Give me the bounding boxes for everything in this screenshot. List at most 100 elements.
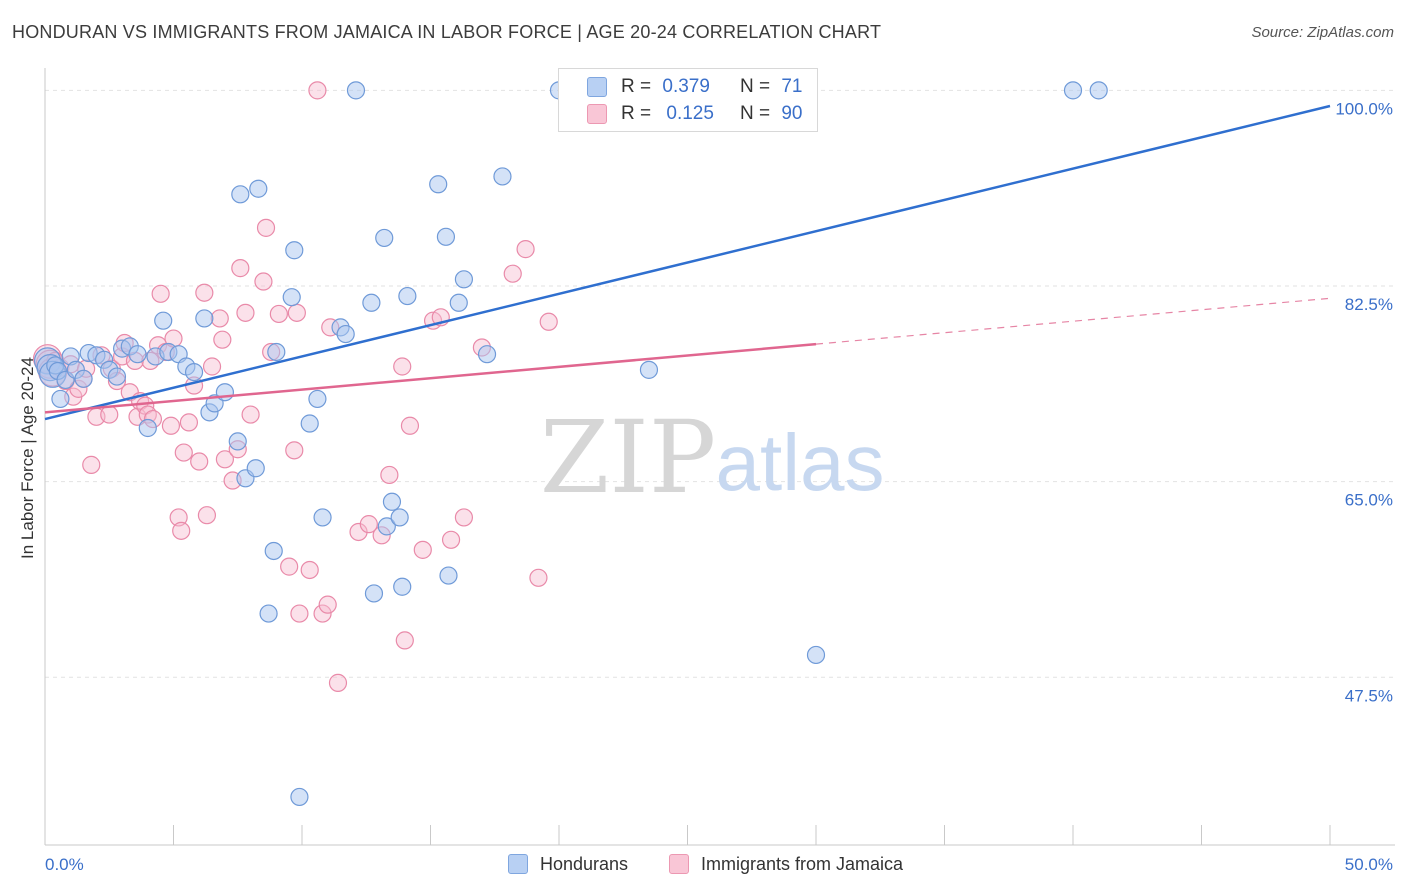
point-jamaica [400,416,420,435]
point-jamaica [359,515,378,534]
trend-line-jamaica [44,342,817,414]
point-jamaica [195,283,214,302]
legend-swatch-jamaica [669,854,689,874]
point-honduran [195,309,214,328]
point-jamaica [516,240,535,259]
point-jamaica [318,595,337,614]
point-honduran [128,345,147,364]
point-honduran [393,577,412,596]
point-jamaica [202,357,222,376]
point-jamaica [300,560,319,580]
r-value: 0.125 [666,103,714,124]
r-label: R = [621,76,652,97]
source-credit: Source: ZipAtlas.com [1251,24,1394,41]
x-tick-label: 0.0% [45,855,84,874]
trend-line-hondurans [44,104,1331,421]
point-honduran [493,167,512,186]
point-jamaica [254,272,273,291]
point-honduran [390,508,409,527]
point-jamaica [539,312,558,331]
point-jamaica [380,465,399,485]
point-jamaica [82,455,101,474]
point-jamaica [100,405,119,424]
point-honduran [228,432,247,451]
point-honduran [205,394,224,413]
point-honduran [246,459,265,478]
point-jamaica [290,604,309,623]
point-honduran [375,228,394,248]
r-label: R = [621,103,652,124]
point-honduran [264,541,283,561]
point-jamaica [395,631,414,650]
point-jamaica [413,540,432,559]
point-jamaica [256,218,276,237]
point-jamaica [441,530,461,549]
point-jamaica [454,508,474,527]
point-honduran [346,81,366,100]
point-honduran [336,324,355,344]
point-honduran [429,175,448,194]
legend-swatch-pink [587,104,607,124]
point-honduran [364,584,384,603]
stats-legend-row-jamaica: R = 0.125 N = 90 [587,101,802,127]
point-honduran [382,492,402,511]
point-jamaica [280,557,299,576]
point-jamaica [328,673,348,692]
point-jamaica [313,604,332,623]
point-honduran [362,293,381,312]
n-value: 90 [781,103,803,124]
point-honduran [1089,81,1108,100]
r-value: 0.379 [662,76,710,97]
point-jamaica [161,416,181,435]
watermark: ZIP atlas [540,399,885,516]
point-honduran [436,227,456,246]
point-honduran [259,604,278,623]
point-honduran [249,179,268,198]
point-honduran [313,508,332,527]
point-jamaica [529,568,548,587]
point-honduran [454,270,474,289]
point-jamaica [151,284,170,303]
point-honduran [806,645,826,665]
watermark-zip: ZIP [540,399,716,516]
legend-item-jamaica[interactable]: Immigrants from Jamaica [669,852,903,876]
point-jamaica [213,330,232,349]
chart-title: HONDURAN VS IMMIGRANTS FROM JAMAICA IN L… [12,22,882,42]
y-tick-label: 65.0% [1345,491,1393,510]
trend-line-jamaica-extension [815,297,1331,345]
watermark-atlas: atlas [716,418,885,507]
point-honduran [267,342,286,362]
point-jamaica [287,303,306,322]
point-honduran [1063,81,1083,100]
point-jamaica [285,441,304,460]
n-label: N = [739,103,771,124]
legend-swatch-hondurans [508,854,528,874]
n-label: N = [739,76,771,97]
point-honduran [449,293,468,312]
point-honduran [154,311,173,330]
point-jamaica [503,264,522,283]
point-honduran [138,418,157,438]
point-honduran [107,367,127,386]
point-jamaica [169,508,188,527]
point-honduran [477,345,497,364]
point-jamaica [210,309,229,328]
point-jamaica [231,259,250,278]
x-tick-label: 50.0% [1345,855,1393,874]
tick-labels: 47.5% 65.0% 82.5% 100.0% 0.0% 50.0% [45,99,1393,874]
point-jamaica [236,303,255,322]
y-tick-label: 82.5% [1345,295,1393,314]
legend-swatch-blue [587,77,607,97]
point-honduran [290,787,309,807]
point-honduran [51,389,70,409]
point-honduran [231,185,250,204]
stats-legend: R = 0.379 N = 71 R = 0.125 N = 90 [558,68,818,132]
legend-label-jamaica: Immigrants from Jamaica [701,853,904,874]
y-axis-label: In Labor Force | Age 20-24 [18,357,37,559]
point-honduran [184,362,204,382]
point-jamaica [269,304,288,324]
point-jamaica [190,452,209,471]
legend-item-hondurans[interactable]: Hondurans [508,852,628,876]
point-jamaica [215,450,234,469]
